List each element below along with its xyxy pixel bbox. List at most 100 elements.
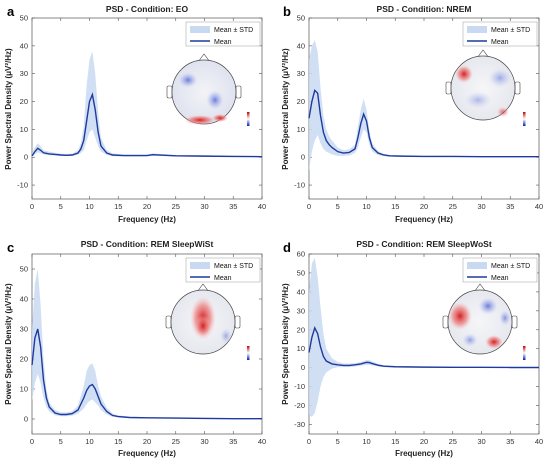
panel-c: c PSD - Condition: REM SleepWiSt 0 10 20 30…: [4, 239, 266, 458]
xtick-label-b: 40: [535, 202, 543, 211]
mean-line-c: [31, 328, 262, 420]
ytick-label-a: 50: [20, 14, 28, 23]
xtick-label-d: 10: [362, 437, 370, 446]
xtick-label-c: 10: [85, 437, 93, 446]
colorbar-d: [523, 346, 526, 360]
plot-d: -30 -20 -10 0 10 20 30 40 50 60 0 5 10 15 20 25 30 35 40: [294, 250, 543, 447]
ytick-label-d: 40: [297, 287, 305, 296]
topomap-d: [442, 283, 526, 360]
ticks-a: -10 0 10 20 30 40 50 0 5 10 15 20 25 30 35 40: [17, 14, 266, 212]
ticks-b: -10 0 10 20 30 40 50 0 5 10 15 20 25 30 35 40: [294, 14, 543, 212]
xtick-label-c: 20: [143, 437, 151, 446]
xtick-label-c: 40: [258, 437, 266, 446]
xtick-label-c: 35: [229, 437, 237, 446]
y-axis-label-b: Power Spectral Density (μV²/Hz): [281, 48, 290, 170]
legend-label-mean-d: Mean: [491, 275, 509, 282]
xtick-label-a: 25: [172, 202, 180, 211]
xtick-label-a: 0: [30, 202, 34, 211]
xtick-label-d: 40: [535, 437, 543, 446]
ytick-label-b: 40: [297, 41, 305, 50]
xtick-label-c: 5: [59, 437, 63, 446]
colorbar-c: [247, 346, 250, 360]
legend-a: Mean ± STD Mean: [185, 21, 261, 47]
ytick-label-b: 20: [297, 97, 305, 106]
xtick-label-a: 10: [85, 202, 93, 211]
topomap-a: [166, 53, 250, 126]
xtick-label-b: 25: [449, 202, 457, 211]
plot-b: -10 0 10 20 30 40 50 0 5 10 15 20 25 30 35 40: [294, 14, 543, 212]
legend-label-band-c: Mean ± STD: [214, 263, 253, 270]
ytick-label-d: 0: [301, 363, 305, 372]
ytick-label-c: 50: [20, 265, 28, 274]
x-axis-label-d: Frequency (Hz): [395, 449, 453, 458]
ytick-label-a: 30: [20, 69, 28, 78]
ytick-label-d: 50: [297, 268, 305, 277]
ytick-label-a: 20: [20, 97, 28, 106]
legend-label-band-b: Mean ± STD: [491, 27, 530, 34]
std-band-a: [32, 51, 262, 158]
ytick-label-b: 30: [297, 69, 305, 78]
xtick-label-c: 0: [30, 437, 34, 446]
ytick-label-b: 10: [297, 125, 305, 134]
y-axis-label-a: Power Spectral Density (μV²/Hz): [4, 48, 13, 170]
panel-letter-b: b: [283, 4, 291, 19]
xtick-label-b: 0: [307, 202, 311, 211]
xtick-label-d: 30: [477, 437, 485, 446]
ticks-c: 0 10 20 30 40 50 0 5 10 15 20 25 30 35 40: [20, 254, 266, 446]
xtick-label-b: 10: [362, 202, 370, 211]
ytick-label-a: 40: [20, 41, 28, 50]
panel-d: d PSD - Condition: REM SleepWoSt -30-20-…: [281, 239, 543, 458]
ytick-label-d: 10: [297, 344, 305, 353]
x-axis-label-a: Frequency (Hz): [118, 215, 176, 224]
panel-letter-d: d: [283, 240, 291, 255]
legend-label-band-d: Mean ± STD: [491, 263, 530, 270]
y-axis-label-d: Power Spectral Density (μV²/Hz): [281, 283, 290, 405]
legend-c: Mean ± STD Mean: [185, 257, 261, 283]
ytick-label-b: 0: [301, 153, 305, 162]
xtick-label-d: 5: [336, 437, 340, 446]
legend-b: Mean ± STD Mean: [462, 21, 538, 47]
ytick-label-c: 40: [20, 295, 28, 304]
panel-d-title: PSD - Condition: REM SleepWoSt: [356, 239, 492, 249]
ytick-label-d: 30: [297, 306, 305, 315]
ytick-label-d: 60: [297, 250, 305, 259]
legend-swatch-band-b: [467, 26, 487, 33]
legend-label-mean-b: Mean: [491, 39, 509, 46]
topomap-c: [165, 283, 250, 360]
panel-b-title: PSD - Condition: NREM: [377, 4, 472, 14]
x-axis-label-b: Frequency (Hz): [395, 215, 453, 224]
ytick-label-c: 30: [20, 325, 28, 334]
xtick-label-d: 20: [420, 437, 428, 446]
colorbar-a: [247, 112, 250, 126]
legend-d: Mean ± STD Mean: [462, 257, 538, 283]
plot-a: -10 0 10 20 30 40 50 0 5 10 15 20 25 30 35 40: [17, 14, 266, 212]
mean-line-a: [31, 92, 263, 158]
ytick-label-a: -10: [17, 181, 28, 190]
mean-line-d: [308, 326, 539, 369]
xtick-label-a: 40: [258, 202, 266, 211]
legend-label-mean-a: Mean: [214, 39, 232, 46]
plot-c: 0 10 20 30 40 50 0 5 10 15 20 25 30 35 40: [20, 253, 266, 446]
xtick-label-c: 30: [200, 437, 208, 446]
xtick-label-a: 30: [200, 202, 208, 211]
ticks-d: -30 -20 -10 0 10 20 30 40 50 60 0 5 10 15 20 25 30 35 40: [294, 250, 543, 447]
ytick-label-a: 0: [24, 153, 28, 162]
xtick-label-c: 25: [172, 437, 180, 446]
xtick-label-c: 15: [114, 437, 122, 446]
ytick-label-d: -20: [294, 401, 305, 410]
legend-label-mean-c: Mean: [214, 275, 232, 282]
legend-swatch-band-c: [190, 262, 210, 269]
xtick-label-b: 5: [336, 202, 340, 211]
xtick-label-b: 20: [420, 202, 428, 211]
panel-b: b PSD - Condition: NREM -10 0 10 20 30 40 50 0 5…: [281, 4, 543, 224]
panel-a-title: PSD - Condition: EO: [106, 4, 189, 14]
panel-letter-c: c: [7, 240, 14, 255]
ytick-label-a: 10: [20, 125, 28, 134]
xtick-label-b: 35: [506, 202, 514, 211]
mean-line-b: [308, 89, 539, 158]
xtick-label-a: 20: [143, 202, 151, 211]
xtick-label-b: 15: [391, 202, 399, 211]
ytick-label-d: 20: [297, 325, 305, 334]
legend-label-band-a: Mean ± STD: [214, 27, 253, 34]
ytick-label-b: 50: [297, 14, 305, 23]
